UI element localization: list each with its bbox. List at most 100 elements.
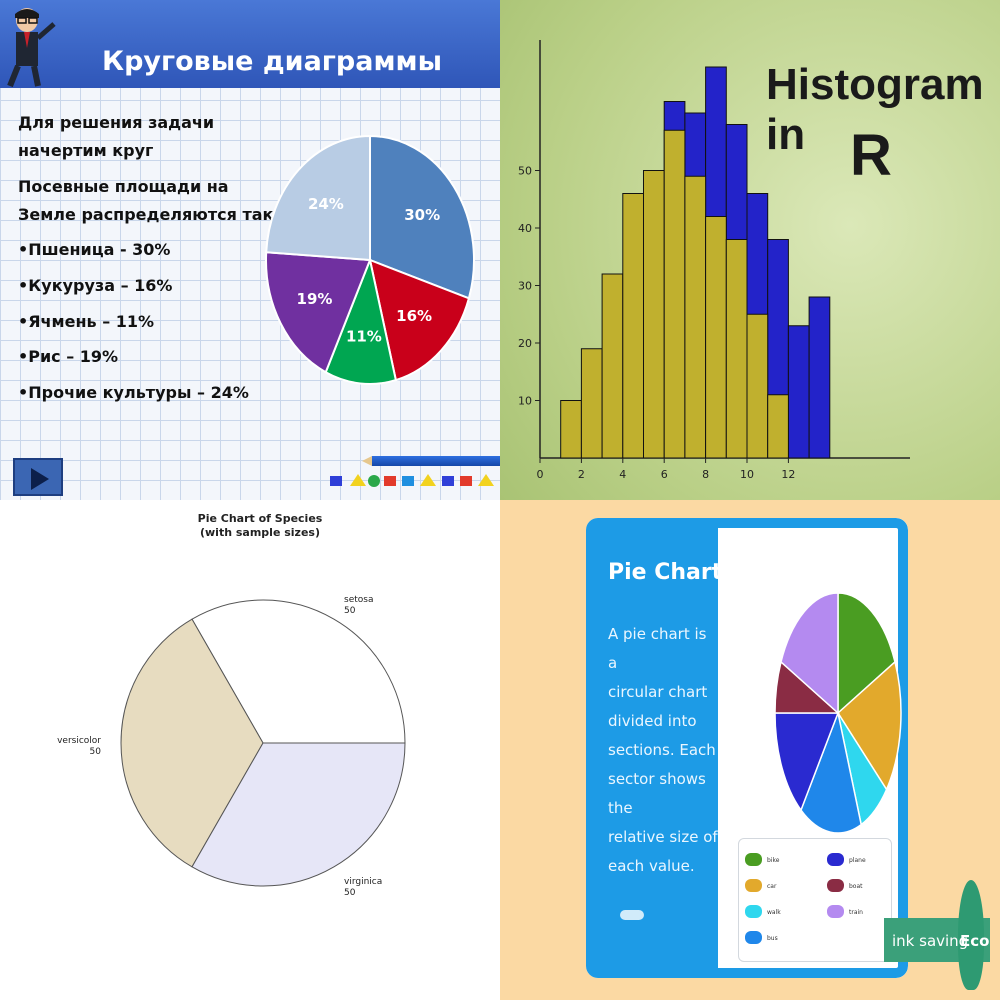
pie-slice-Кукуруза — [368, 258, 471, 382]
pie-slice-car — [837, 660, 902, 792]
legend-swatch — [745, 879, 762, 892]
histogram-x-tick-label: 4 — [619, 468, 626, 481]
histogram-y-tick-label: 10 — [518, 395, 532, 408]
slide-text-line: Посевные площади на — [18, 177, 229, 196]
pie-slice-value: 50 — [344, 606, 356, 616]
histogram-title-line2: R — [850, 123, 892, 188]
species-pie-subtitle: (with sample sizes) — [199, 526, 320, 539]
card-description: A pie chart is a circular chart divided … — [608, 620, 718, 881]
pie-slice-label: 16% — [396, 307, 432, 325]
histogram-bar-gold — [767, 394, 789, 459]
histogram-bar-gold — [601, 273, 624, 459]
pie-slice-label: versicolor — [57, 736, 101, 746]
pie-chart-card: Pie Chart A pie chart is a circular char… — [586, 518, 908, 978]
pie-slice-bus — [800, 710, 863, 834]
histogram-bar-gold — [560, 400, 582, 459]
card-description-line: relative size of — [608, 828, 718, 846]
histogram-bar-gold — [746, 313, 769, 459]
pie-slice-label: 19% — [297, 290, 333, 308]
histogram-x-tick-label: 0 — [537, 468, 544, 481]
legend-swatch — [827, 879, 844, 892]
card-description-line: each value. — [608, 857, 695, 875]
card-description-line: A pie chart is a — [608, 625, 707, 672]
pie-slice-Ячмень — [324, 256, 398, 385]
eco-leaf-icon — [958, 880, 984, 990]
legend-swatch — [745, 931, 762, 944]
legend-swatch — [745, 853, 762, 866]
histogram-bar-gold — [663, 129, 686, 459]
histogram-x-tick-label: 8 — [702, 468, 709, 481]
histogram-y-tick-label: 30 — [518, 280, 532, 293]
pie-chart-crops: 30% 16% 11% 19% 24% — [265, 134, 475, 385]
legend-swatch — [745, 905, 762, 918]
panel-crop-histogram: 0 2 4 6 8 10 12 10 20 30 40 50 Histogram in R — [500, 0, 1000, 500]
card-description-line: circular chart — [608, 683, 708, 701]
pie-slice-Прочие культуры — [265, 134, 371, 262]
histogram-y-tick-label: 50 — [518, 165, 532, 178]
pie-legend: bike plane car boat walk train bus — [738, 838, 892, 962]
card-sidebar — [586, 518, 718, 978]
slide-bullet-item: •Пшеница - 30% — [18, 240, 171, 259]
legend-label: boat — [849, 883, 863, 890]
legend-swatch — [827, 853, 844, 866]
pie-slice-label: 11% — [346, 328, 382, 346]
legend-label: car — [767, 883, 777, 890]
pie-slice-label: 24% — [308, 195, 344, 213]
ink-saving-label: ink saving — [892, 932, 969, 950]
histogram-chart: 0 2 4 6 8 10 12 10 20 30 40 50 — [518, 40, 910, 481]
histogram-bar-gold — [705, 216, 727, 459]
slide-text-line: Для решения задачи — [18, 113, 215, 132]
pie-slice-label: virginica — [344, 877, 382, 887]
histogram-title-line1: Histogram in — [766, 60, 984, 159]
pencil-icon — [372, 456, 500, 466]
species-pie-title: Pie Chart of Species — [197, 512, 323, 525]
card-description-line: sections. Each — [608, 741, 716, 759]
histogram-bar-gold — [684, 175, 707, 459]
histogram-bar-gold — [580, 348, 603, 459]
toy-blocks-icon — [330, 474, 494, 487]
pie-slice-versicolor — [120, 618, 264, 868]
pie-slice-label: 30% — [404, 206, 440, 224]
eco-label: Eco — [960, 932, 990, 950]
slide-text-line: Земле распределяются так: — [18, 205, 280, 224]
histogram-x-tick-label: 6 — [661, 468, 668, 481]
histogram-y-tick-label: 20 — [518, 337, 532, 350]
histogram-x-tick-label: 10 — [740, 468, 754, 481]
pie-slice-virginica — [191, 742, 406, 887]
pie-slice-value: 50 — [90, 747, 102, 757]
card-description-line: divided into — [608, 712, 697, 730]
slide-text-line: начертим круг — [18, 141, 154, 160]
slide-bullet-item: •Кукуруза – 16% — [18, 276, 173, 295]
card-title: Pie Chart — [608, 560, 723, 585]
slide-title: Круговые диаграммы — [102, 46, 443, 77]
cartoon-professor-icon — [7, 8, 56, 88]
pencil-tip-icon — [362, 456, 372, 466]
play-button-icon[interactable] — [13, 458, 63, 496]
slide-bullet-item: •Ячмень – 11% — [18, 312, 155, 331]
brand-logo-icon — [620, 910, 644, 920]
pie-chart-transport — [774, 592, 902, 834]
legend-swatch — [827, 905, 844, 918]
pie-slice-setosa — [191, 599, 406, 744]
histogram-bar-blue — [787, 325, 810, 459]
panel-crop-pie-card: Pie Chart A pie chart is a circular char… — [500, 500, 1000, 1000]
panel-crop-species-pie: Pie Chart of Species (with sample sizes)… — [0, 500, 500, 1000]
slide-banner — [0, 0, 500, 88]
pie-slice-bike — [837, 592, 896, 715]
histogram-x-tick-label: 2 — [578, 468, 585, 481]
histogram-bar-gold — [725, 239, 748, 459]
card-border — [718, 518, 908, 978]
histogram-bar-gold — [643, 170, 665, 459]
legend-label: bus — [767, 935, 778, 942]
legend-label: train — [849, 909, 863, 916]
pie-slice-Пшеница — [369, 134, 475, 300]
pie-slice-label: setosa — [344, 595, 373, 605]
legend-label: plane — [849, 857, 866, 864]
pie-slice-train — [780, 592, 839, 715]
histogram-bar-blue — [808, 296, 831, 459]
panel-crop-pie-slide: Круговые диаграммы Для решения задачи на… — [0, 0, 500, 500]
slide-bullet-item: •Прочие культуры – 24% — [18, 383, 249, 402]
pie-slice-plane — [774, 712, 840, 812]
